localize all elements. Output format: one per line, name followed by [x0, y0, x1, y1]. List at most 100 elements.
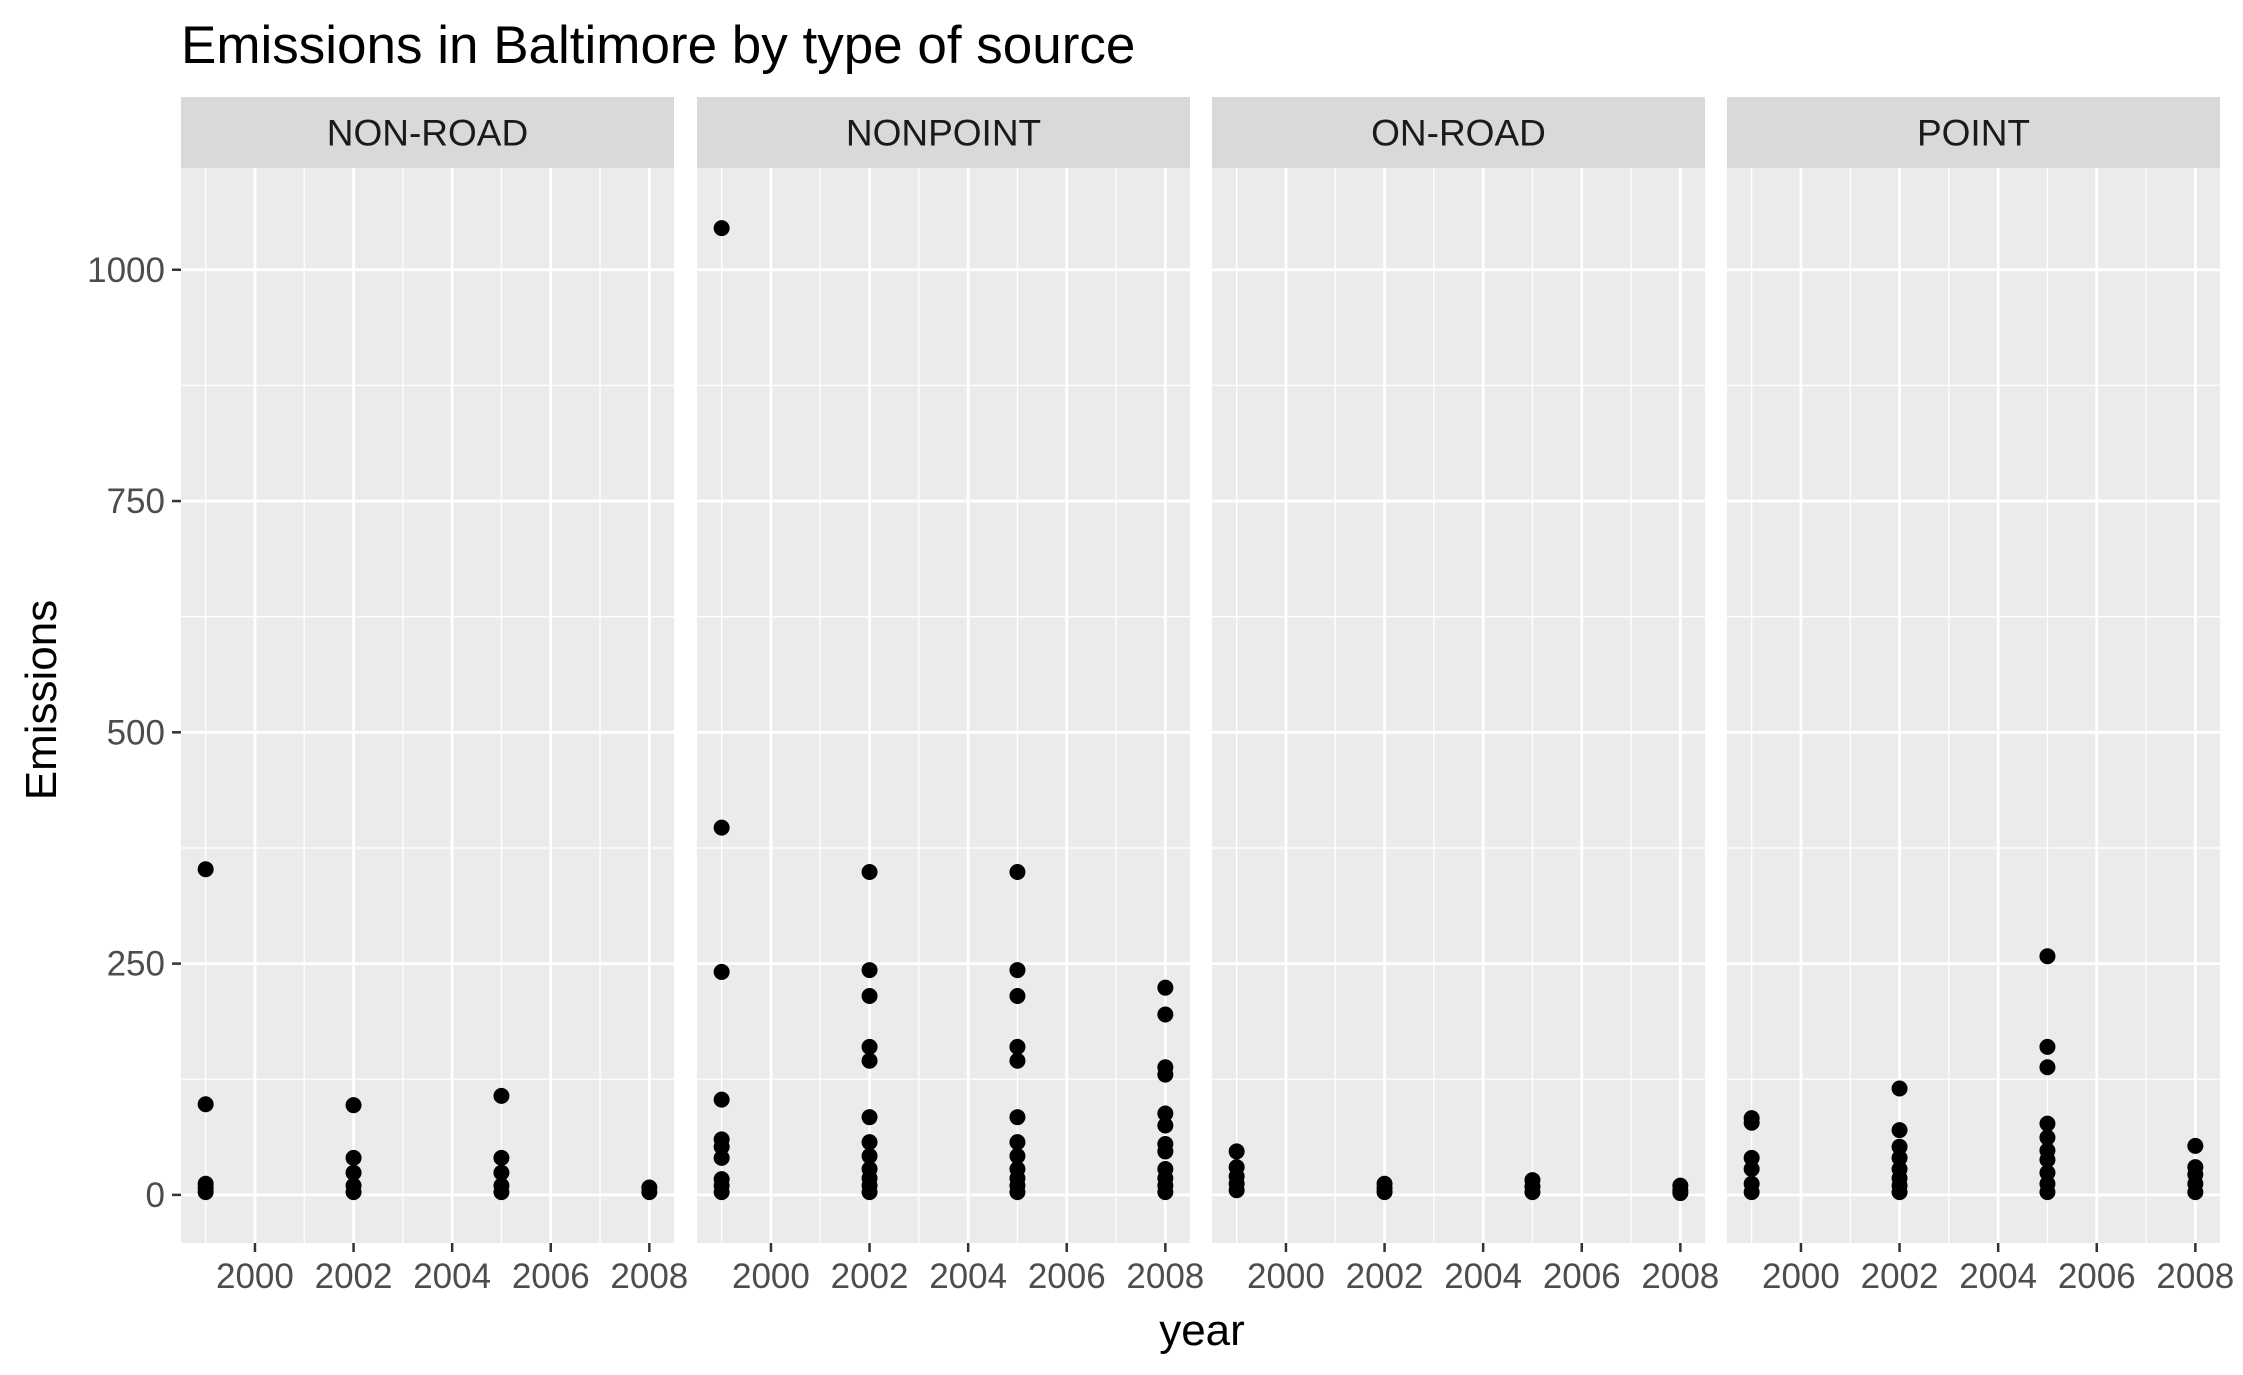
data-point — [1228, 1143, 1245, 1160]
data-point — [1524, 1184, 1541, 1201]
x-tick-label: 2006 — [512, 1257, 590, 1296]
facet-panel-non-road: NON-ROAD 2000 2002 2004 2006 2008 — [181, 97, 688, 1296]
x-tick-label: 2006 — [2058, 1257, 2136, 1296]
data-point — [345, 1164, 362, 1181]
data-point — [1157, 1006, 1174, 1023]
data-point — [1743, 1114, 1760, 1131]
data-point — [197, 1096, 214, 1113]
facet-strip-label: NONPOINT — [846, 113, 1041, 154]
x-tick-label: 2008 — [2156, 1257, 2234, 1296]
data-point — [861, 1109, 878, 1126]
data-point — [1891, 1184, 1908, 1201]
data-point — [2039, 1115, 2056, 1132]
data-point — [2039, 1059, 2056, 1076]
data-point — [2039, 1151, 2056, 1168]
data-point — [713, 1091, 730, 1108]
data-point — [493, 1149, 510, 1166]
panel-background — [697, 168, 1190, 1243]
data-point — [1009, 1038, 1026, 1055]
data-point — [345, 1184, 362, 1201]
data-point — [345, 1149, 362, 1166]
data-point — [1891, 1149, 1908, 1166]
x-tick-label: 2002 — [1346, 1257, 1424, 1296]
data-point — [1672, 1185, 1689, 1202]
data-point — [861, 962, 878, 979]
data-point — [713, 1138, 730, 1155]
data-point — [1157, 1066, 1174, 1083]
facet-strip-label: ON-ROAD — [1371, 113, 1546, 154]
facet-strip-label: NON-ROAD — [327, 113, 528, 154]
facet-strip-label: POINT — [1917, 113, 2030, 154]
data-point — [1157, 1184, 1174, 1201]
data-point — [493, 1164, 510, 1181]
data-point — [2039, 1038, 2056, 1055]
x-tick-label: 2000 — [216, 1257, 294, 1296]
x-tick-label: 2008 — [1641, 1257, 1719, 1296]
data-point — [2039, 948, 2056, 965]
facet-strip — [1212, 97, 1705, 168]
data-point — [1009, 864, 1026, 881]
facet-panel-nonpoint: NONPOINT 2000 2002 2004 2006 2008 — [697, 97, 1204, 1296]
data-point — [1891, 1122, 1908, 1139]
x-tick-label: 2000 — [1247, 1257, 1325, 1296]
data-point — [493, 1184, 510, 1201]
x-tick-label: 2002 — [831, 1257, 909, 1296]
data-point — [1891, 1138, 1908, 1155]
panel-background — [1212, 168, 1705, 1243]
data-point — [1009, 1109, 1026, 1126]
chart-title: Emissions in Baltimore by type of source — [181, 16, 1135, 75]
data-point — [1743, 1184, 1760, 1201]
x-tick-label: 2008 — [610, 1257, 688, 1296]
data-point — [1228, 1182, 1245, 1199]
y-tick-label: 750 — [107, 482, 165, 521]
x-tick-label: 2004 — [1444, 1257, 1522, 1296]
facet-strip — [697, 97, 1190, 168]
data-point — [713, 1184, 730, 1201]
data-point — [861, 1184, 878, 1201]
data-point — [1157, 1117, 1174, 1134]
data-point — [641, 1184, 658, 1201]
data-point — [861, 864, 878, 881]
data-point — [1157, 1105, 1174, 1122]
y-tick-label: 0 — [146, 1176, 165, 1215]
data-point — [197, 1184, 214, 1201]
data-point — [861, 987, 878, 1004]
data-point — [2039, 1184, 2056, 1201]
data-point — [861, 1038, 878, 1055]
data-point — [2039, 1164, 2056, 1181]
data-point — [1157, 1143, 1174, 1160]
data-point — [2187, 1184, 2204, 1201]
x-tick-label: 2002 — [1861, 1257, 1939, 1296]
data-point — [1376, 1184, 1393, 1201]
data-point — [345, 1097, 362, 1114]
x-tick-label: 2004 — [1959, 1257, 2037, 1296]
data-point — [1009, 1052, 1026, 1069]
data-point — [493, 1087, 510, 1104]
data-point — [1009, 1134, 1026, 1151]
data-point — [713, 1149, 730, 1166]
x-tick-label: 2000 — [732, 1257, 810, 1296]
y-tick-label: 500 — [107, 713, 165, 752]
data-point — [1009, 1148, 1026, 1165]
x-tick-label: 2004 — [413, 1257, 491, 1296]
y-tick-label: 1000 — [87, 251, 165, 290]
x-tick-label: 2008 — [1126, 1257, 1204, 1296]
data-point — [1157, 979, 1174, 996]
data-point — [1743, 1149, 1760, 1166]
data-point — [713, 220, 730, 237]
data-point — [713, 819, 730, 836]
y-axis-title: Emissions — [17, 600, 66, 801]
y-tick-label: 250 — [107, 945, 165, 984]
facet-strip — [181, 97, 674, 168]
data-point — [1743, 1160, 1760, 1177]
data-point — [861, 1148, 878, 1165]
data-point — [1009, 987, 1026, 1004]
data-point — [861, 1052, 878, 1069]
facet-panel-on-road: ON-ROAD 2000 2002 2004 2006 2008 — [1212, 97, 1719, 1296]
data-point — [197, 861, 214, 878]
data-point — [1891, 1080, 1908, 1097]
x-axis-title: year — [1159, 1306, 1245, 1355]
data-point — [2039, 1129, 2056, 1146]
data-point — [1009, 962, 1026, 979]
x-tick-label: 2000 — [1762, 1257, 1840, 1296]
